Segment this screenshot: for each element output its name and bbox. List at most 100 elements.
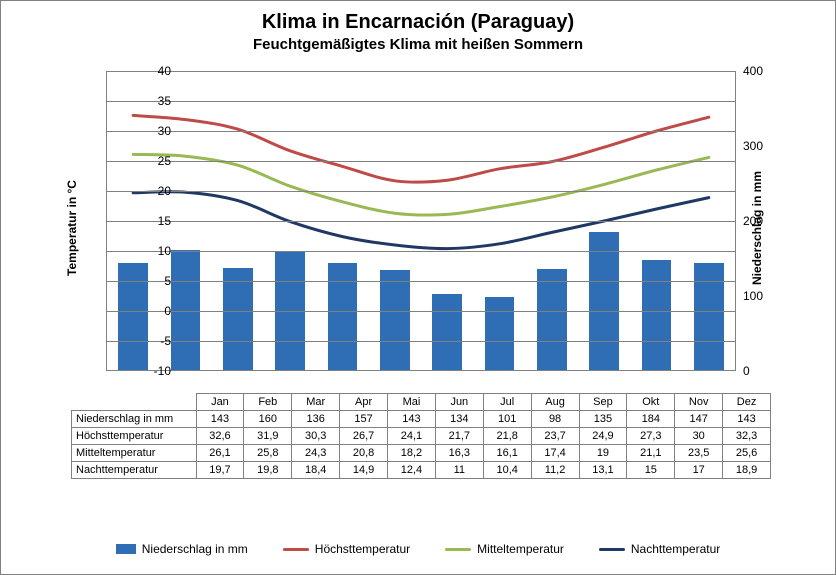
y-right-tick: 0 [743, 364, 773, 378]
table-header-month: Aug [531, 394, 579, 411]
legend-label: Nachttemperatur [631, 542, 720, 556]
table-cell: 14,9 [340, 462, 388, 479]
grid-line [107, 191, 735, 192]
table-cell: 18,4 [292, 462, 340, 479]
legend-label: Höchsttemperatur [315, 542, 410, 556]
table-cell: 16,3 [435, 445, 483, 462]
y-left-tick: 15 [141, 214, 171, 228]
table-cell: 15 [627, 462, 675, 479]
table-row: Niederschlag in mm1431601361571431341019… [72, 411, 771, 428]
y-left-tick: -10 [141, 364, 171, 378]
legend-label: Niederschlag in mm [142, 542, 248, 556]
y-left-axis-title: Temperatur in °C [65, 180, 79, 276]
y-right-axis-title: Niederschlag in mm [750, 171, 764, 285]
y-left-tick: -5 [141, 334, 171, 348]
table-header-month: Mar [292, 394, 340, 411]
table-header-month: Jul [483, 394, 531, 411]
table-row-label: Mitteltemperatur [72, 445, 197, 462]
table-cell: 24,9 [579, 428, 627, 445]
plot-area: Temperatur in °C Niederschlag in mm -10-… [71, 71, 771, 391]
table-cell: 23,7 [531, 428, 579, 445]
legend-item-mean: Mitteltemperatur [445, 542, 564, 556]
y-left-tick: 0 [141, 304, 171, 318]
table-row-label: Nachttemperatur [72, 462, 197, 479]
table-cell: 101 [483, 411, 531, 428]
grid-line [107, 281, 735, 282]
y-left-tick: 30 [141, 124, 171, 138]
table-cell: 21,8 [483, 428, 531, 445]
table-cell: 25,6 [723, 445, 771, 462]
legend-item-high: Höchsttemperatur [283, 542, 410, 556]
legend: Niederschlag in mm Höchsttemperatur Mittel… [1, 542, 835, 556]
table-cell: 11 [435, 462, 483, 479]
table-cell: 19 [579, 445, 627, 462]
table-cell: 160 [244, 411, 292, 428]
legend-swatch-line [599, 548, 625, 551]
table-cell: 25,8 [244, 445, 292, 462]
table-cell: 19,7 [196, 462, 244, 479]
y-left-tick: 35 [141, 94, 171, 108]
table-cell: 27,3 [627, 428, 675, 445]
y-left-tick: 5 [141, 274, 171, 288]
y-right-tick: 100 [743, 289, 773, 303]
mean-line [133, 154, 709, 215]
table-row-label: Höchsttemperatur [72, 428, 197, 445]
chart-frame: Klima in Encarnación (Paraguay) Feuchtge… [0, 0, 836, 575]
table-row: Höchsttemperatur32,631,930,326,724,121,7… [72, 428, 771, 445]
legend-label: Mitteltemperatur [477, 542, 564, 556]
legend-swatch-line [283, 548, 309, 551]
grid-line [107, 311, 735, 312]
table-cell: 147 [675, 411, 723, 428]
grid-line [107, 131, 735, 132]
table-header-month: Nov [675, 394, 723, 411]
y-left-tick: 25 [141, 154, 171, 168]
table-cell: 157 [340, 411, 388, 428]
table-row: Mitteltemperatur26,125,824,320,818,216,3… [72, 445, 771, 462]
chart-subtitle: Feuchtgemäßigtes Klima mit heißen Sommer… [1, 36, 835, 53]
table-cell: 135 [579, 411, 627, 428]
legend-item-low: Nachttemperatur [599, 542, 720, 556]
table-cell: 26,1 [196, 445, 244, 462]
grid-line [107, 161, 735, 162]
table-cell: 32,6 [196, 428, 244, 445]
table-cell: 31,9 [244, 428, 292, 445]
table-cell: 13,1 [579, 462, 627, 479]
table-cell: 11,2 [531, 462, 579, 479]
table-cell: 21,7 [435, 428, 483, 445]
table-header-month: Jun [435, 394, 483, 411]
y-left-tick: 10 [141, 244, 171, 258]
legend-swatch-line [445, 548, 471, 551]
y-right-tick: 300 [743, 139, 773, 153]
table-cell: 143 [723, 411, 771, 428]
table-cell: 18,2 [388, 445, 436, 462]
table-header-month: Feb [244, 394, 292, 411]
table-cell: 143 [196, 411, 244, 428]
grid-line [107, 71, 735, 72]
table-cell: 184 [627, 411, 675, 428]
grid-line [107, 341, 735, 342]
plot-box [106, 71, 736, 371]
table-cell: 17,4 [531, 445, 579, 462]
table-cell: 16,1 [483, 445, 531, 462]
grid-line [107, 251, 735, 252]
table-cell: 23,5 [675, 445, 723, 462]
table-row-label: Niederschlag in mm [72, 411, 197, 428]
table-cell: 26,7 [340, 428, 388, 445]
legend-swatch-bar [116, 544, 136, 554]
grid-line [107, 221, 735, 222]
table-header-month: Okt [627, 394, 675, 411]
table-cell: 30,3 [292, 428, 340, 445]
table-cell: 98 [531, 411, 579, 428]
table-cell: 19,8 [244, 462, 292, 479]
table-cell: 24,3 [292, 445, 340, 462]
table-header-month: Apr [340, 394, 388, 411]
y-right-tick: 400 [743, 64, 773, 78]
table-cell: 12,4 [388, 462, 436, 479]
chart-title: Klima in Encarnación (Paraguay) [1, 11, 835, 34]
y-left-tick: 20 [141, 184, 171, 198]
table-cell: 143 [388, 411, 436, 428]
legend-item-precip: Niederschlag in mm [116, 542, 248, 556]
table-cell: 30 [675, 428, 723, 445]
table-header-month: Mai [388, 394, 436, 411]
table-cell: 136 [292, 411, 340, 428]
